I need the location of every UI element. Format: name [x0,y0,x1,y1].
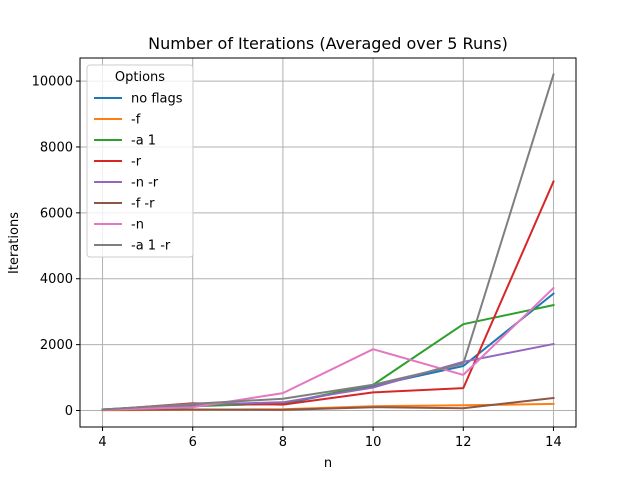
y-tick-label: 2000 [40,338,73,353]
x-axis-label: n [324,456,332,471]
legend: Options no flags -f -a 1 -r -n -r -f -r -n -a 1… [86,64,194,258]
y-tick-label: 4000 [40,272,73,287]
legend-label: -f [131,113,141,128]
legend-items: no flags -f -a 1 -r -n -r -f -r -n -a 1 -r [94,92,183,254]
y-tick-label: 0 [65,404,73,419]
x-axis-ticks: 4 6 8 10 12 14 [98,427,562,450]
x-tick-label: 4 [98,435,106,450]
series-line-6 [101,286,555,411]
legend-label: -r [131,155,142,170]
series-line-5 [101,396,555,411]
series-line-7 [101,73,555,411]
x-tick-label: 12 [455,435,472,450]
legend-label: no flags [131,92,183,107]
y-axis-label: Iterations [7,212,22,274]
y-tick-label: 8000 [40,140,73,155]
legend-label: -f -r [131,197,155,212]
y-tick-label: 10000 [32,75,73,90]
y-axis-ticks: 0 2000 4000 6000 8000 10000 [32,75,80,419]
chart-title: Number of Iterations (Averaged over 5 Ru… [148,34,508,53]
legend-label: -a 1 [131,134,156,149]
legend-title: Options [115,70,165,85]
x-tick-label: 10 [365,435,382,450]
series-lines [101,73,555,412]
x-tick-label: 8 [279,435,287,450]
x-tick-label: 6 [189,435,197,450]
legend-label: -n -r [131,176,159,191]
plot-area-frame [79,57,577,428]
legend-label: -a 1 -r [131,239,171,254]
x-tick-label: 14 [545,435,562,450]
y-tick-label: 6000 [40,206,73,221]
legend-box [86,64,194,258]
legend-label: -n [131,218,144,233]
